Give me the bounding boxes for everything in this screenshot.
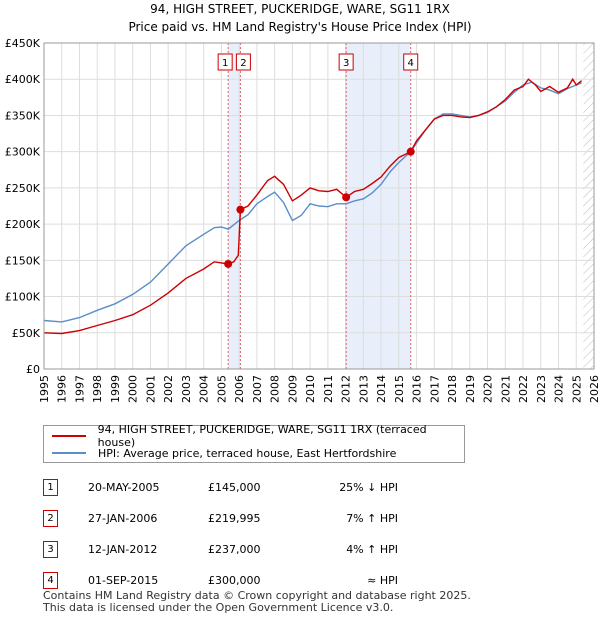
x-tick-label: 2016 xyxy=(411,375,424,403)
x-tick-label: 2014 xyxy=(375,375,388,403)
hpi-series-line xyxy=(44,81,582,323)
x-tick-label: 2018 xyxy=(446,375,459,403)
x-tick-label: 2011 xyxy=(322,375,335,403)
transaction-date: 01-SEP-2015 xyxy=(88,574,159,587)
x-tick-label: 2005 xyxy=(215,375,228,403)
legend-item-hpi: HPI: Average price, terraced house, East… xyxy=(52,445,396,461)
footer: Contains HM Land Registry data © Crown c… xyxy=(43,590,471,614)
transaction-price: £300,000 xyxy=(208,574,261,587)
transaction-hpi: 4% ↑ HPI xyxy=(346,543,398,556)
transactions-table: 1 20-MAY-2005 £145,000 25% ↓ HPI 2 27-JA… xyxy=(43,472,398,596)
x-tick-label: 2004 xyxy=(198,375,211,403)
table-row: 2 27-JAN-2006 £219,995 7% ↑ HPI xyxy=(43,503,398,534)
x-tick-label: 2008 xyxy=(269,375,282,403)
x-tick-label: 2026 xyxy=(588,375,600,403)
y-tick-label: £450K xyxy=(5,37,41,50)
x-tick-label: 2012 xyxy=(340,375,353,403)
x-tick-label: 1995 xyxy=(38,375,51,403)
x-tick-label: 1997 xyxy=(73,375,86,403)
transaction-price: £219,995 xyxy=(208,512,261,525)
sale-marker-box-2 xyxy=(235,53,251,71)
transaction-date: 27-JAN-2006 xyxy=(88,512,158,525)
footer-copyright: Contains HM Land Registry data © Crown c… xyxy=(43,589,471,602)
sale-point-2 xyxy=(236,205,245,214)
footer-licence: This data is licensed under the Open Gov… xyxy=(43,601,394,614)
sale-marker-label-1: 1 xyxy=(222,58,228,69)
transaction-price: £145,000 xyxy=(208,481,261,494)
x-tick-label: 2002 xyxy=(162,375,175,403)
x-tick-label: 2006 xyxy=(233,375,246,403)
y-tick-label: £0 xyxy=(26,363,40,376)
x-tick-label: 2015 xyxy=(393,375,406,403)
sale-marker-label-3: 3 xyxy=(343,58,349,69)
x-tick-label: 1996 xyxy=(56,375,69,403)
legend-label-property: 94, HIGH STREET, PUCKERIDGE, WARE, SG11 … xyxy=(97,423,427,449)
chart-subtitle: Price paid vs. HM Land Registry's House … xyxy=(128,20,472,34)
x-tick-label: 2020 xyxy=(482,375,495,403)
sale-point-4 xyxy=(406,147,415,156)
sale-point-1 xyxy=(224,259,233,268)
x-tick-label: 2007 xyxy=(251,375,264,403)
transaction-date: 12-JAN-2012 xyxy=(88,543,158,556)
y-tick-label: £150K xyxy=(5,254,41,267)
sale-marker-box-4 xyxy=(403,53,419,71)
x-tick-label: 2023 xyxy=(535,375,548,403)
x-tick-label: 2019 xyxy=(464,375,477,403)
transaction-price: £237,000 xyxy=(208,543,261,556)
sale-marker-label-4: 4 xyxy=(408,58,414,69)
y-tick-label: £200K xyxy=(5,218,41,231)
transaction-number: 1 xyxy=(43,479,58,496)
x-tick-label: 1999 xyxy=(109,375,122,403)
legend-swatch-property xyxy=(52,435,86,437)
x-tick-label: 2009 xyxy=(286,375,299,403)
legend-item-property: 94, HIGH STREET, PUCKERIDGE, WARE, SG11 … xyxy=(52,423,464,449)
x-tick-label: 2001 xyxy=(144,375,157,403)
x-tick-label: 1998 xyxy=(91,375,104,403)
sale-point-3 xyxy=(342,193,351,202)
x-tick-label: 2021 xyxy=(499,375,512,403)
y-tick-label: £250K xyxy=(5,182,41,195)
y-tick-label: £300K xyxy=(5,146,41,159)
transaction-hpi: 7% ↑ HPI xyxy=(346,512,398,525)
plot-frame xyxy=(43,42,595,370)
legend: 94, HIGH STREET, PUCKERIDGE, WARE, SG11 … xyxy=(43,423,465,463)
table-row: 1 20-MAY-2005 £145,000 25% ↓ HPI xyxy=(43,472,398,503)
transaction-number: 3 xyxy=(43,541,58,558)
chart-title: 94, HIGH STREET, PUCKERIDGE, WARE, SG11 … xyxy=(150,2,450,16)
table-row: 4 01-SEP-2015 £300,000 ≈ HPI xyxy=(43,565,398,596)
x-tick-label: 2000 xyxy=(127,375,140,403)
y-tick-label: £400K xyxy=(5,73,41,86)
shaded-span-2 xyxy=(346,43,411,369)
transaction-date: 20-MAY-2005 xyxy=(88,481,160,494)
property-series-line xyxy=(44,77,583,335)
price-chart: 1 2 3 4 £0 £50K £100K £150K £200K £250K £300K £350K… xyxy=(5,37,600,403)
y-tick-label: £100K xyxy=(5,291,41,304)
x-tick-label: 2017 xyxy=(428,375,441,403)
sale-marker-label-2: 2 xyxy=(240,58,246,69)
x-tick-label: 2024 xyxy=(553,375,566,403)
transaction-hpi: ≈ HPI xyxy=(367,574,398,587)
x-tick-label: 2025 xyxy=(570,375,583,403)
y-tick-label: £350K xyxy=(5,109,41,122)
y-tick-label: £50K xyxy=(12,327,41,340)
x-tick-label: 2013 xyxy=(357,375,370,403)
x-tick-label: 2003 xyxy=(180,375,193,403)
forecast-hatch xyxy=(583,43,594,369)
x-tick-label: 2010 xyxy=(304,375,317,403)
sale-marker-box-3 xyxy=(338,53,354,71)
transaction-number: 2 xyxy=(43,510,58,527)
legend-label-hpi: HPI: Average price, terraced house, East… xyxy=(98,446,397,460)
transaction-number: 4 xyxy=(43,572,58,589)
transaction-hpi: 25% ↓ HPI xyxy=(339,481,398,494)
shaded-span-1 xyxy=(228,43,241,369)
sale-marker-box-1 xyxy=(217,53,233,71)
legend-swatch-hpi xyxy=(52,452,86,454)
table-row: 3 12-JAN-2012 £237,000 4% ↑ HPI xyxy=(43,534,398,565)
x-tick-label: 2022 xyxy=(517,375,530,403)
